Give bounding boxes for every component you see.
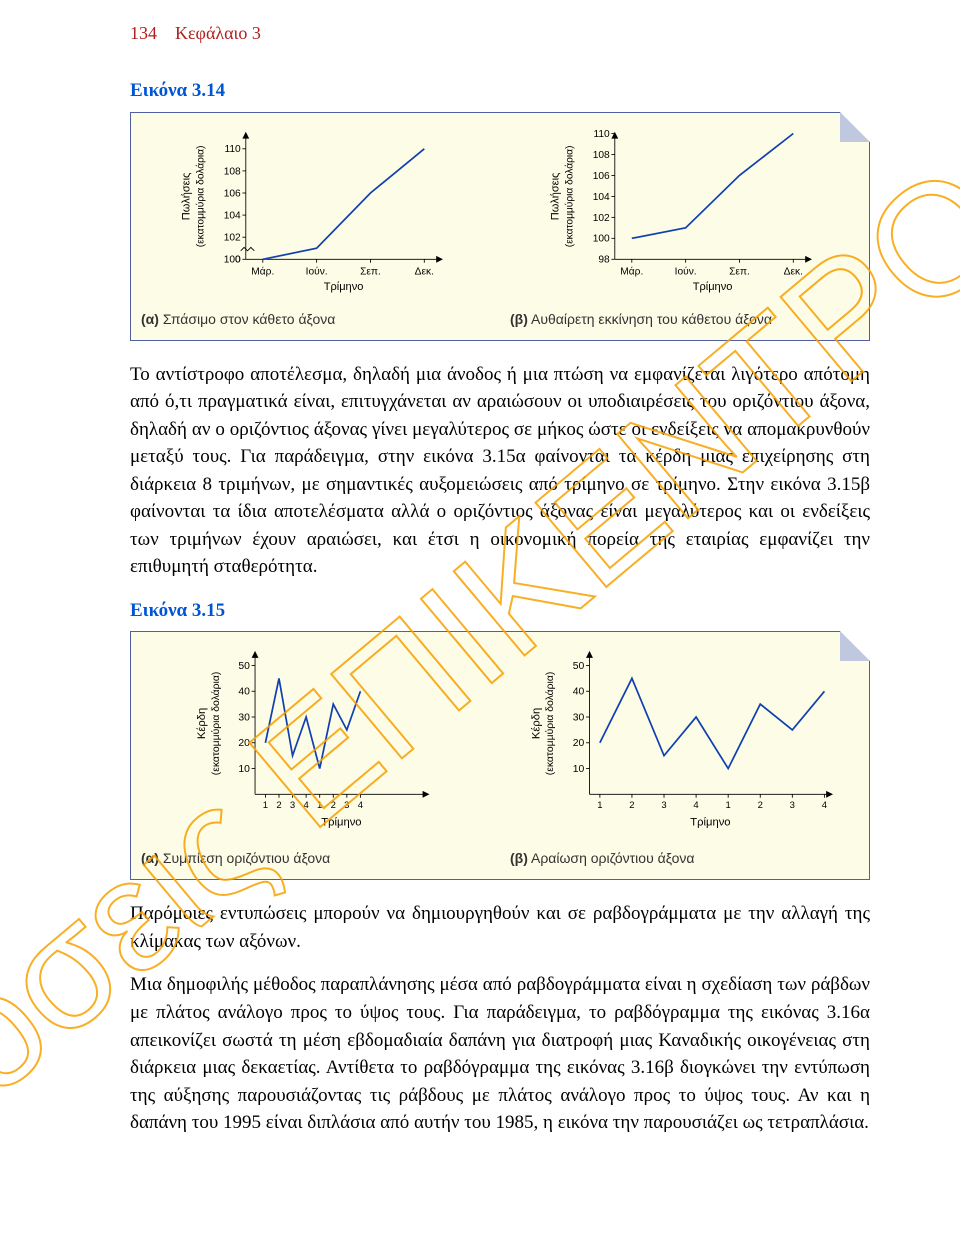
svg-text:(εκατομμύρια δολάρια): (εκατομμύρια δολάρια): [563, 145, 575, 247]
caption-label: (α): [141, 311, 159, 327]
figure-14-panel-b: 98 100 102 104 106 108 110 Μάρ. Ιούν. Σεπ. Δεκ. Τρί…: [510, 125, 859, 330]
svg-text:Σεπ.: Σεπ.: [360, 266, 381, 277]
figure-15-box: 102030405012341234ΤρίμηνοΚέρδη(εκατομμύρ…: [130, 631, 870, 880]
svg-text:106: 106: [224, 188, 241, 199]
svg-text:100: 100: [593, 233, 610, 244]
svg-text:104: 104: [224, 210, 241, 221]
svg-text:3: 3: [344, 800, 349, 811]
svg-text:1: 1: [726, 800, 731, 811]
svg-text:50: 50: [238, 661, 250, 672]
svg-text:1: 1: [263, 800, 268, 811]
figure-corner-fold: [840, 631, 870, 661]
figure-15-panel-b: 10 20 30 40 50 1 2 3 4 1 2 3 4 Τρίμηνο Κέρδη(εκατομμύρ…: [510, 644, 859, 869]
svg-text:106: 106: [593, 170, 610, 181]
svg-text:4: 4: [693, 800, 698, 811]
svg-text:Σεπ.: Σεπ.: [729, 266, 750, 277]
caption-label: (α): [141, 850, 159, 866]
svg-text:2: 2: [276, 800, 281, 811]
svg-text:Τρίμηνο: Τρίμηνο: [693, 280, 733, 292]
svg-text:Μάρ.: Μάρ.: [620, 265, 643, 277]
chapter-label: Κεφάλαιο 3: [175, 20, 261, 47]
svg-text:110: 110: [593, 128, 610, 139]
figure-14-title: Εικόνα 3.14: [130, 77, 870, 106]
svg-text:(εκατομμύρια δολάρια): (εκατομμύρια δολάρια): [210, 672, 222, 775]
caption-text: Σπάσιμο στον κάθετο άξονα: [163, 311, 336, 327]
svg-text:4: 4: [358, 800, 363, 811]
svg-text:3: 3: [790, 800, 795, 811]
svg-text:Κέρδη: Κέρδη: [530, 708, 542, 739]
figure-14b-caption: (β) Αυθαίρετη εκκίνηση του κάθετου άξονα: [510, 309, 859, 330]
svg-text:Δεκ.: Δεκ.: [784, 266, 803, 277]
svg-text:100: 100: [224, 254, 241, 265]
svg-text:Ιούν.: Ιούν.: [675, 265, 697, 277]
svg-text:30: 30: [238, 713, 250, 724]
figure-15-title: Εικόνα 3.15: [130, 597, 870, 626]
figure-15b-caption: (β) Αραίωση οριζόντιου άξονα: [510, 848, 859, 869]
svg-text:50: 50: [573, 661, 585, 672]
svg-text:102: 102: [224, 232, 241, 243]
figure-15-panel-a: 102030405012341234ΤρίμηνοΚέρδη(εκατομμύρ…: [141, 644, 490, 869]
svg-text:10: 10: [573, 764, 585, 775]
svg-text:2: 2: [331, 800, 336, 811]
paragraph-2: Παρόμοιες εντυπώσεις μπορούν να δημιουργ…: [130, 900, 870, 955]
svg-text:98: 98: [598, 254, 610, 265]
svg-text:1: 1: [317, 800, 322, 811]
svg-text:Πωλήσεις: Πωλήσεις: [181, 172, 193, 220]
svg-text:Τρίμηνο: Τρίμηνο: [321, 817, 361, 829]
caption-label: (β): [510, 311, 528, 327]
svg-text:40: 40: [238, 687, 250, 698]
svg-text:4: 4: [822, 800, 827, 811]
svg-text:104: 104: [593, 191, 610, 202]
svg-text:2: 2: [758, 800, 763, 811]
svg-text:108: 108: [593, 149, 610, 160]
svg-text:3: 3: [661, 800, 666, 811]
caption-text: Αραίωση οριζόντιου άξονα: [531, 850, 694, 866]
figure-14-panel-a: 0100102104106108110Μάρ.Ιούν.Σεπ.Δεκ.Τρίμ…: [141, 125, 490, 330]
svg-text:40: 40: [573, 687, 585, 698]
page-header: 134 Κεφάλαιο 3: [130, 20, 870, 47]
figure-14-box: 0100102104106108110Μάρ.Ιούν.Σεπ.Δεκ.Τρίμ…: [130, 112, 870, 341]
svg-text:20: 20: [573, 739, 585, 750]
svg-text:3: 3: [290, 800, 295, 811]
svg-text:Κέρδη: Κέρδη: [196, 708, 208, 739]
svg-text:(εκατομμύρια δολάρια): (εκατομμύρια δολάρια): [544, 672, 556, 775]
svg-text:(εκατομμύρια δολάρια): (εκατομμύρια δολάρια): [194, 145, 206, 247]
svg-text:Πωλήσεις: Πωλήσεις: [550, 172, 562, 220]
svg-text:102: 102: [593, 212, 610, 223]
svg-text:Τρίμηνο: Τρίμηνο: [690, 817, 730, 829]
svg-text:2: 2: [629, 800, 634, 811]
svg-text:1: 1: [597, 800, 602, 811]
svg-text:20: 20: [238, 739, 250, 750]
page-number: 134: [130, 20, 157, 47]
paragraph-1: Το αντίστροφο αποτέλεσμα, δηλαδή μια άνο…: [130, 361, 870, 581]
svg-text:10: 10: [238, 764, 250, 775]
svg-text:30: 30: [573, 713, 585, 724]
paragraph-3: Μια δημοφιλής μέθοδος παραπλάνησης μέσα …: [130, 971, 870, 1136]
svg-text:Τρίμηνο: Τρίμηνο: [324, 280, 364, 292]
caption-text: Συμπίεση οριζόντιου άξονα: [163, 850, 330, 866]
figure-14a-caption: (α) Σπάσιμο στον κάθετο άξονα: [141, 309, 490, 330]
svg-text:110: 110: [224, 144, 241, 155]
svg-text:Δεκ.: Δεκ.: [415, 266, 434, 277]
figure-15a-caption: (α) Συμπίεση οριζόντιου άξονα: [141, 848, 490, 869]
svg-text:108: 108: [224, 166, 241, 177]
caption-text: Αυθαίρετη εκκίνηση του κάθετου άξονα: [531, 311, 772, 327]
svg-text:Μάρ.: Μάρ.: [251, 265, 274, 277]
svg-text:4: 4: [303, 800, 308, 811]
caption-label: (β): [510, 850, 528, 866]
figure-corner-fold: [840, 112, 870, 142]
svg-text:Ιούν.: Ιούν.: [306, 265, 328, 277]
